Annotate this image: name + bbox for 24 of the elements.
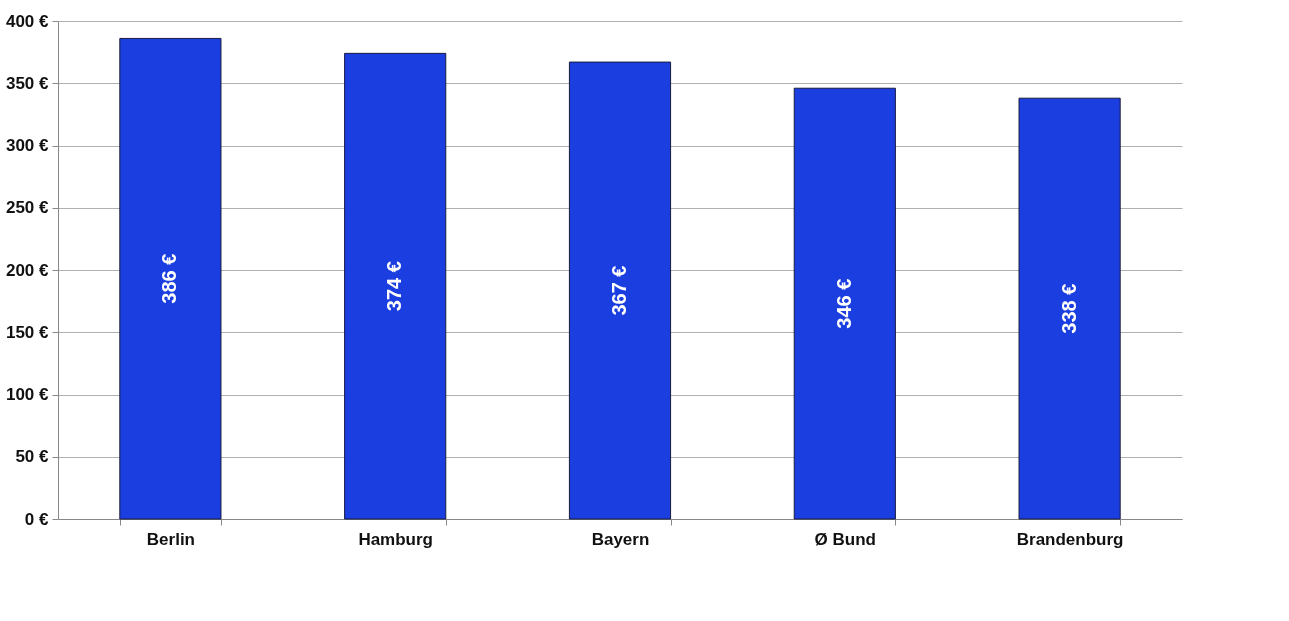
y-tick-label: 150 € bbox=[5, 322, 50, 342]
bar bbox=[344, 52, 447, 520]
data-label: 346 € bbox=[832, 278, 855, 329]
data-label: 367 € bbox=[608, 265, 630, 316]
x-tick-label: Brandenburg bbox=[1016, 529, 1124, 549]
y-tick-label: 400 € bbox=[5, 11, 50, 31]
bar bbox=[1018, 97, 1121, 520]
y-tick-label: 0 € bbox=[24, 509, 50, 529]
y-tick-label: 250 € bbox=[5, 198, 50, 218]
y-tick-label: 200 € bbox=[5, 260, 50, 280]
bar bbox=[793, 87, 896, 520]
x-tick-label: Bayern bbox=[591, 529, 650, 549]
y-tick-label: 50 € bbox=[15, 447, 50, 467]
bar bbox=[119, 37, 222, 520]
x-tick-label: Berlin bbox=[146, 529, 195, 549]
y-tick-label: 300 € bbox=[5, 136, 50, 155]
y-tick-label: 100 € bbox=[5, 385, 50, 404]
y-tick-label: 350 € bbox=[5, 73, 50, 93]
data-label: 374 € bbox=[383, 261, 406, 312]
x-tick-label: Hamburg bbox=[358, 529, 434, 549]
data-label: 386 € bbox=[158, 253, 181, 304]
x-tick-label: Ø Bund bbox=[814, 529, 876, 549]
bar bbox=[568, 61, 672, 520]
data-label: 338 € bbox=[1057, 283, 1080, 334]
